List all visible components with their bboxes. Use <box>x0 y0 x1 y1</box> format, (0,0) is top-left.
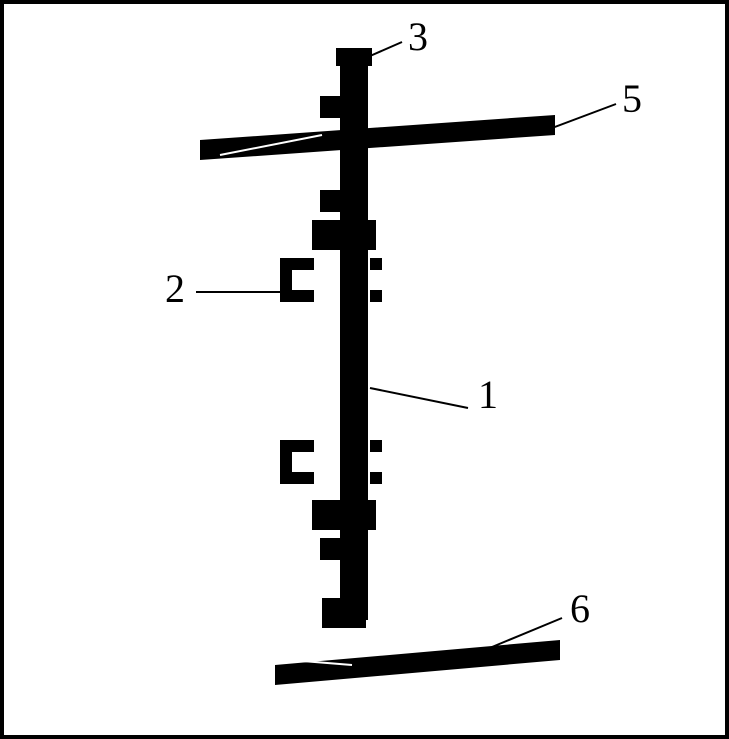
upper-tab-r2 <box>370 290 382 302</box>
leader-l5 <box>552 104 616 128</box>
upper-bracket-h1 <box>290 258 314 270</box>
leader-l3 <box>370 42 402 56</box>
top-plate <box>200 115 555 160</box>
collar-upper-b <box>320 190 368 212</box>
collar-lower <box>320 538 368 560</box>
lower-bracket-h1 <box>290 440 314 452</box>
lower-lug <box>312 500 376 530</box>
lower-bracket-h2 <box>290 472 314 484</box>
main-post <box>340 60 368 620</box>
label-l2: 2 <box>165 266 185 311</box>
label-l3: 3 <box>408 14 428 59</box>
label-l6: 6 <box>570 586 590 631</box>
collar-upper-a <box>320 96 368 118</box>
lower-tab-r1 <box>370 440 382 452</box>
leader-l1 <box>370 388 468 408</box>
mechanical-diagram: 1 2 3 5 6 <box>0 0 729 739</box>
top-cap <box>336 48 372 66</box>
upper-lug <box>312 220 376 250</box>
label-l5: 5 <box>622 76 642 121</box>
upper-bracket-h2 <box>290 290 314 302</box>
foot-block <box>322 598 366 628</box>
label-l1: 1 <box>478 372 498 417</box>
lower-tab-r2 <box>370 472 382 484</box>
upper-tab-r1 <box>370 258 382 270</box>
